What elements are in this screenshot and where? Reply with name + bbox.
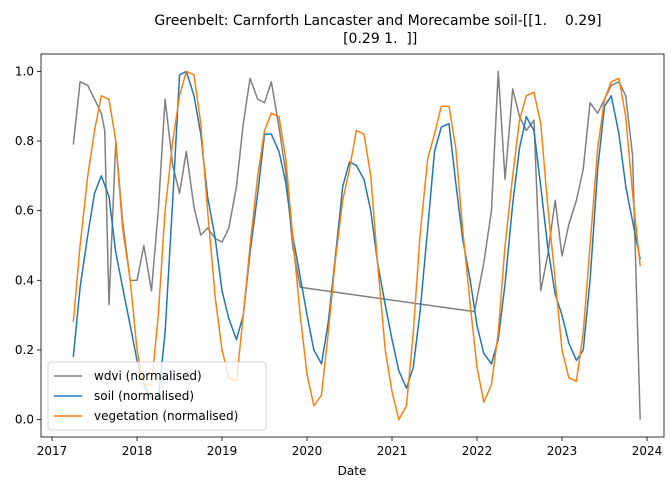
series-line-0: [72, 70, 641, 420]
legend: wdvi (normalised) soil (normalised) vege…: [47, 361, 267, 431]
chart-title-line-2: [0.29 1. ]]: [339, 31, 418, 47]
x-axis: 2017 2018 2019 2020 2021 2022 2023 2024: [37, 437, 662, 458]
legend-label-wdvi: wdvi (normalised): [94, 369, 202, 383]
plot-frame: [40, 53, 665, 438]
x-tick-label: 2022: [462, 444, 493, 458]
chart-title-line-1: Greenbelt: Carnforth Lancaster and Morec…: [154, 13, 601, 29]
x-tick-label: 2023: [547, 444, 578, 458]
series-line-2: [72, 70, 641, 421]
series-layer: [72, 70, 641, 421]
y-axis: 0.0 0.2 0.4 0.6 0.8 1.0: [15, 64, 41, 427]
legend-label-vegetation: vegetation (normalised): [94, 409, 238, 423]
y-tick-label: 0.6: [15, 204, 34, 218]
y-tick-label: 1.0: [15, 64, 34, 78]
x-axis-label: Date: [338, 464, 367, 478]
y-tick-label: 0.4: [15, 273, 34, 287]
x-tick-label: 2017: [37, 444, 68, 458]
legend-label-soil: soil (normalised): [94, 389, 194, 403]
y-tick-label: 0.2: [15, 343, 34, 357]
y-tick-label: 0.0: [15, 413, 34, 427]
x-tick-label: 2018: [122, 444, 153, 458]
y-tick-label: 0.8: [15, 134, 34, 148]
x-tick-label: 2024: [632, 444, 663, 458]
legend-box: [47, 361, 267, 431]
x-tick-label: 2021: [377, 444, 408, 458]
series-line-1: [72, 70, 641, 400]
x-tick-label: 2019: [207, 444, 238, 458]
x-tick-label: 2020: [292, 444, 323, 458]
